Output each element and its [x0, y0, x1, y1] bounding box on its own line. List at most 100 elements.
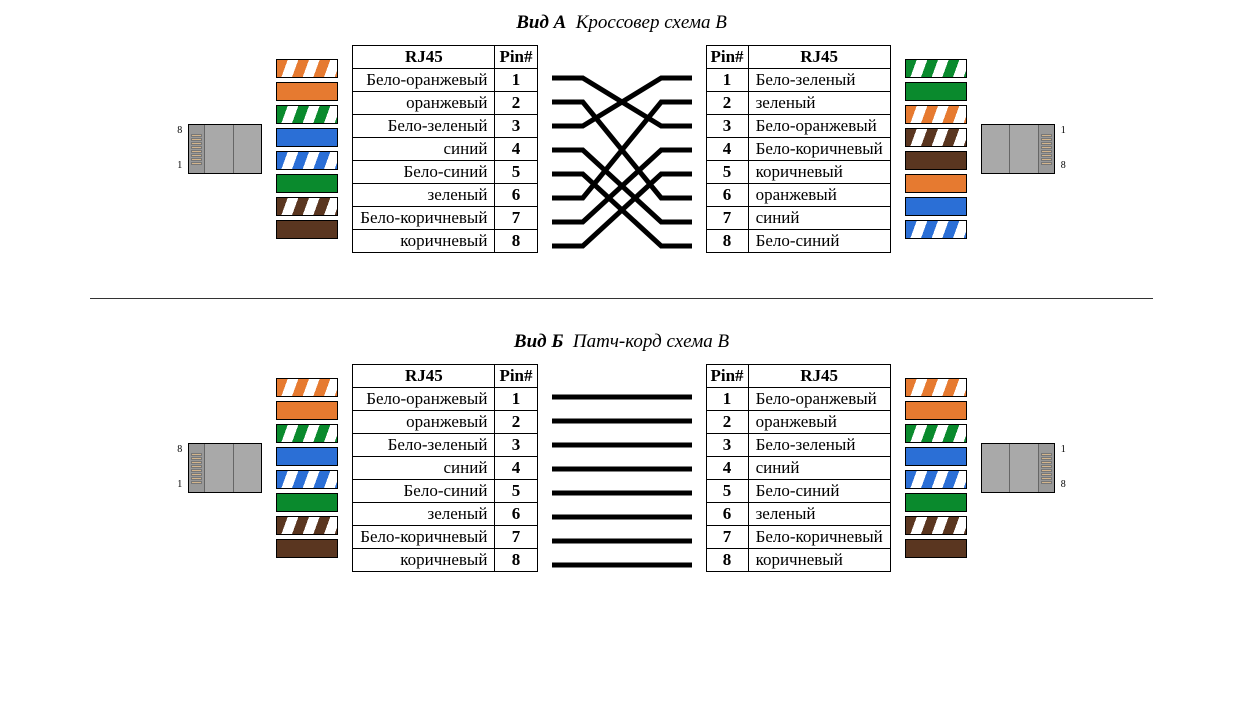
pin-number: 7 [706, 526, 748, 549]
pin-number: 8 [495, 230, 537, 253]
color-swatch [905, 516, 967, 535]
pin-number: 7 [495, 526, 537, 549]
color-swatch [276, 539, 338, 558]
rj45-connector-icon: 8 1 [981, 443, 1055, 493]
table-header-rj45: RJ45 [748, 365, 890, 388]
table-header-pin: Pin# [706, 46, 748, 69]
wire-name: оранжевый [748, 184, 890, 207]
pin-table: RJ45Pin#Бело-оранжевый1оранжевый2Бело-зе… [352, 364, 537, 572]
wire-name: зеленый [748, 92, 890, 115]
wire-connection-diagram [552, 40, 692, 258]
color-swatch-column [276, 378, 338, 558]
color-swatch [905, 128, 967, 147]
color-swatch [276, 470, 338, 489]
color-swatch [276, 220, 338, 239]
wire-name: синий [353, 457, 495, 480]
table-row: 5коричневый [706, 161, 890, 184]
pin-number: 2 [495, 92, 537, 115]
color-swatch [905, 378, 967, 397]
color-swatch [905, 82, 967, 101]
wire-name: коричневый [748, 549, 890, 572]
connector-pin1-label: 1 [1061, 444, 1066, 455]
table-row: оранжевый2 [353, 92, 537, 115]
pin-number: 6 [495, 184, 537, 207]
pin-number: 7 [495, 207, 537, 230]
table-row: коричневый8 [353, 549, 537, 572]
table-row: Бело-синий5 [353, 161, 537, 184]
wire-name: Бело-зеленый [748, 69, 890, 92]
color-swatch [905, 470, 967, 489]
pin-number: 6 [706, 503, 748, 526]
pin-number: 1 [495, 69, 537, 92]
pin-number: 8 [706, 549, 748, 572]
table-row: 3Бело-оранжевый [706, 115, 890, 138]
table-row: синий4 [353, 138, 537, 161]
pin-table: Pin#RJ451Бело-оранжевый2оранжевый3Бело-з… [706, 364, 891, 572]
wire-name: оранжевый [353, 92, 495, 115]
color-swatch [276, 105, 338, 124]
diagram-title: Вид Б Патч-корд схема В [30, 331, 1213, 353]
color-swatch [905, 539, 967, 558]
color-swatch [905, 174, 967, 193]
section-divider [90, 298, 1153, 299]
connector-pin8-label: 8 [177, 444, 182, 455]
wire-name: Бело-оранжевый [748, 388, 890, 411]
table-row: зеленый6 [353, 184, 537, 207]
pin-number: 5 [706, 161, 748, 184]
table-row: зеленый6 [353, 503, 537, 526]
color-swatch [905, 59, 967, 78]
table-row: 2зеленый [706, 92, 890, 115]
wiring-diagram: 8 1 RJ45Pin#Бело-оранжевый1оранжевый2Бел… [30, 40, 1213, 258]
pin-number: 4 [706, 457, 748, 480]
table-header-pin: Pin# [495, 365, 537, 388]
wire-name: Бело-синий [353, 161, 495, 184]
wire-name: коричневый [353, 549, 495, 572]
color-swatch [276, 174, 338, 193]
color-swatch [276, 447, 338, 466]
color-swatch [276, 424, 338, 443]
table-header-pin: Pin# [495, 46, 537, 69]
color-swatch [905, 151, 967, 170]
color-swatch [276, 128, 338, 147]
color-swatch [905, 424, 967, 443]
wire-name: Бело-зеленый [353, 434, 495, 457]
pin-number: 4 [495, 138, 537, 161]
table-row: Бело-коричневый7 [353, 207, 537, 230]
pin-table: Pin#RJ451Бело-зеленый2зеленый3Бело-оранж… [706, 45, 891, 253]
wire-name: зеленый [353, 184, 495, 207]
pin-number: 5 [495, 480, 537, 503]
color-swatch [276, 493, 338, 512]
pin-number: 1 [706, 388, 748, 411]
connector-pin1-label: 1 [1061, 125, 1066, 136]
pin-number: 6 [495, 503, 537, 526]
pin-number: 6 [706, 184, 748, 207]
wire-name: Бело-коричневый [748, 138, 890, 161]
table-header-rj45: RJ45 [353, 365, 495, 388]
pin-number: 8 [495, 549, 537, 572]
table-row: 1Бело-оранжевый [706, 388, 890, 411]
table-row: 6оранжевый [706, 184, 890, 207]
table-row: 4Бело-коричневый [706, 138, 890, 161]
table-row: Бело-коричневый7 [353, 526, 537, 549]
pin-number: 2 [706, 411, 748, 434]
color-swatch-column [905, 378, 967, 558]
pin-number: 5 [706, 480, 748, 503]
table-row: 8коричневый [706, 549, 890, 572]
table-row: 4синий [706, 457, 890, 480]
connector-pin8-label: 8 [1061, 479, 1066, 490]
connector-pin8-label: 8 [177, 125, 182, 136]
table-header-pin: Pin# [706, 365, 748, 388]
table-row: 7Бело-коричневый [706, 526, 890, 549]
table-row: Бело-оранжевый1 [353, 69, 537, 92]
table-row: синий4 [353, 457, 537, 480]
table-row: Бело-зеленый3 [353, 434, 537, 457]
connector-pin1-label: 1 [177, 479, 182, 490]
pin-number: 3 [706, 434, 748, 457]
wire-name: оранжевый [748, 411, 890, 434]
rj45-connector-icon: 8 1 [981, 124, 1055, 174]
wire-name: зеленый [748, 503, 890, 526]
wire-name: коричневый [353, 230, 495, 253]
wire-name: Бело-зеленый [353, 115, 495, 138]
color-swatch [276, 151, 338, 170]
wire-name: коричневый [748, 161, 890, 184]
